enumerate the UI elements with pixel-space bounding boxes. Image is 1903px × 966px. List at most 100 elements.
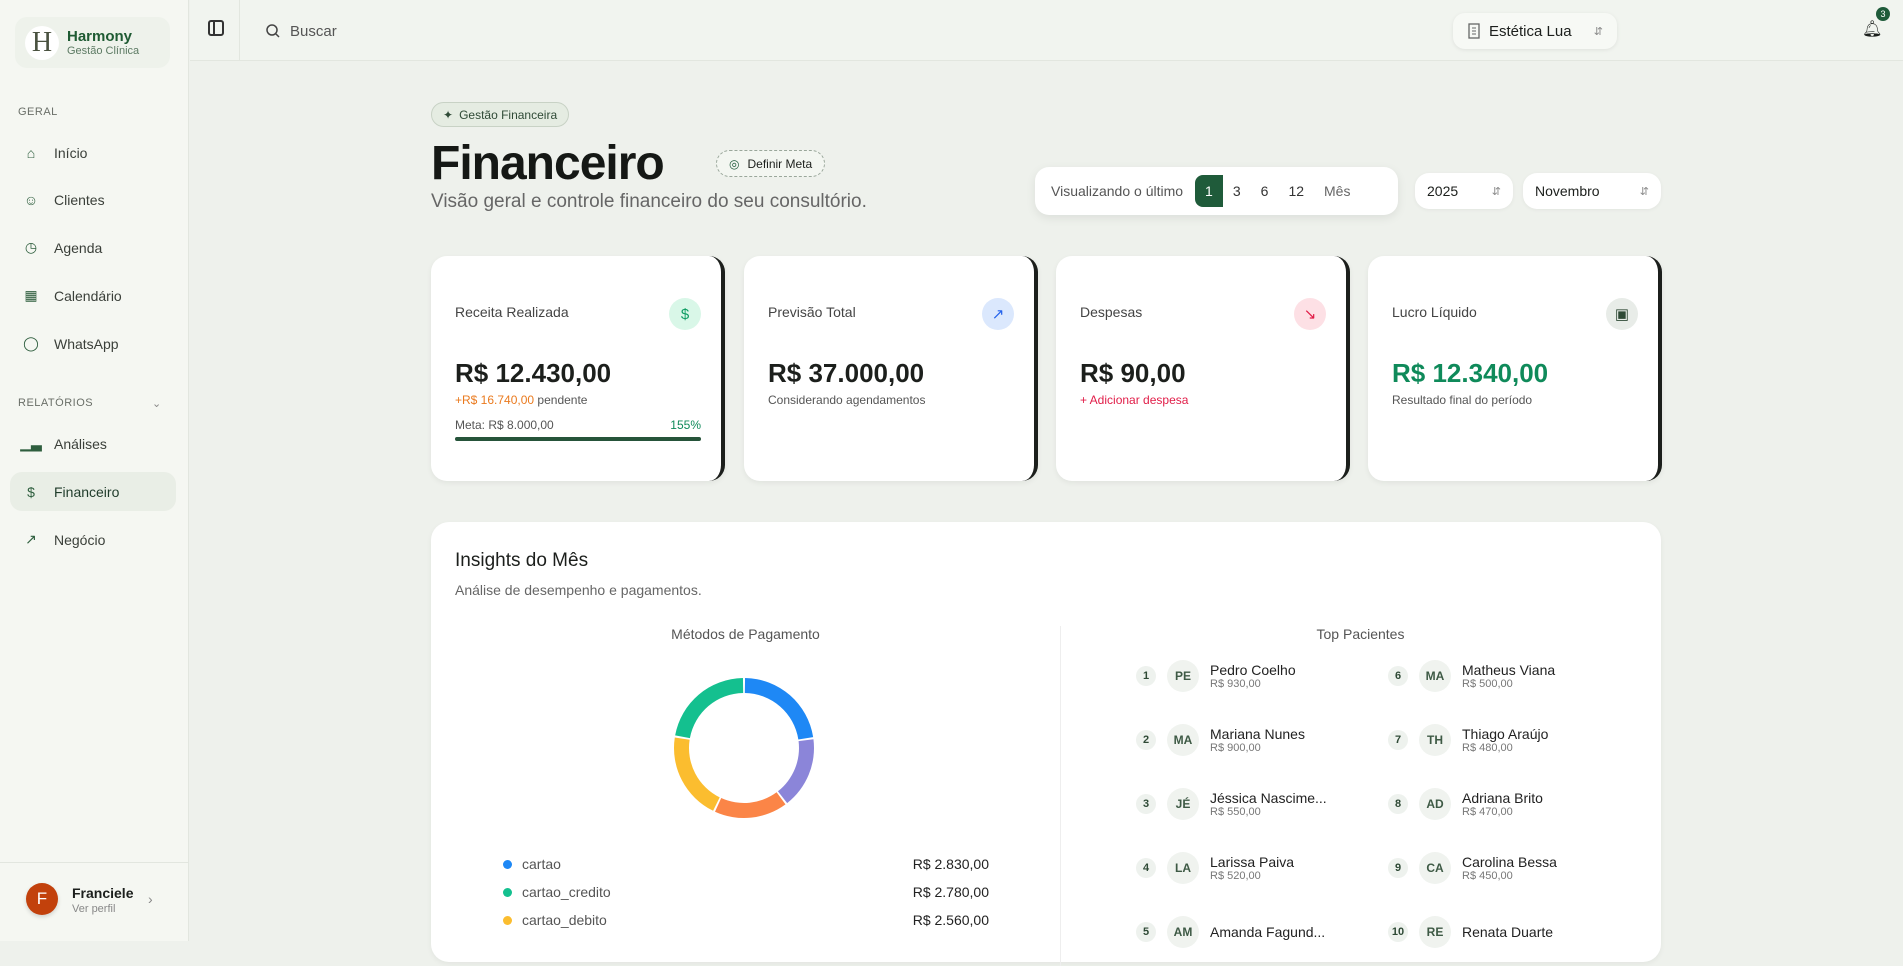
patient-avatar: JÉ	[1167, 788, 1199, 820]
patient-row[interactable]: 5 AM Amanda Fagund...	[1136, 916, 1330, 948]
home-icon: ⌂	[26, 144, 36, 161]
patient-row[interactable]: 9 CA Carolina Bessa R$ 450,00	[1388, 852, 1582, 884]
donut-slice-cartao_debito[interactable]	[674, 737, 720, 811]
range-option-12[interactable]: 12	[1288, 183, 1305, 199]
sidebar-item-label: Análises	[54, 435, 107, 452]
dollar-icon: $	[27, 483, 35, 500]
patient-row[interactable]: 6 MA Matheus Viana R$ 500,00	[1388, 660, 1582, 692]
range-option-3[interactable]: 3	[1232, 183, 1241, 199]
sidebar-item-analises[interactable]: ▁▃ Análises	[10, 424, 176, 463]
patient-avatar: LA	[1167, 852, 1199, 884]
patient-row[interactable]: 3 JÉ Jéssica Nascime... R$ 550,00	[1136, 788, 1330, 820]
patient-name: Jéssica Nascime...	[1210, 790, 1327, 806]
patient-amount: R$ 500,00	[1462, 678, 1513, 690]
card-label: Previsão Total	[768, 304, 856, 320]
patient-row[interactable]: 10 RE Renata Duarte	[1388, 916, 1582, 948]
logo-icon: H	[25, 25, 59, 60]
patient-rank: 3	[1136, 794, 1156, 814]
goal-percent: 155%	[670, 418, 701, 432]
card-forecast: Previsão Total ↗ R$ 37.000,00 Consideran…	[744, 256, 1038, 481]
card-label: Despesas	[1080, 304, 1143, 320]
patient-rank: 6	[1388, 666, 1408, 686]
patient-rank: 2	[1136, 730, 1156, 750]
donut-slice-unlabeled[interactable]	[777, 739, 814, 804]
range-option-1[interactable]: 1	[1195, 175, 1223, 207]
patient-avatar: MA	[1167, 724, 1199, 756]
pending-label: pendente	[537, 393, 588, 407]
view-profile-link[interactable]: Ver perfil	[72, 903, 116, 915]
chevron-right-icon: ›	[148, 891, 153, 907]
patient-amount: R$ 550,00	[1210, 806, 1261, 818]
sidebar-item-calendario[interactable]: ▦ Calendário	[10, 276, 176, 315]
pending-amount: +R$ 16.740,00	[455, 393, 535, 407]
patient-rank: 5	[1136, 922, 1156, 942]
brand-logo[interactable]: H Harmony Gestão Clínica	[15, 17, 170, 68]
sidebar-item-clientes[interactable]: ☺ Clientes	[10, 180, 176, 219]
patient-name: Pedro Coelho	[1210, 662, 1296, 678]
sidebar-item-financeiro[interactable]: $ Financeiro	[10, 472, 176, 511]
patient-name: Thiago Araújo	[1462, 726, 1549, 742]
sidebar-item-negocio[interactable]: ↗ Negócio	[10, 520, 176, 559]
chat-icon: ◯	[23, 335, 39, 351]
patient-amount: R$ 930,00	[1210, 678, 1261, 690]
card-net-profit: Lucro Líquido ▣ R$ 12.340,00 Resultado f…	[1368, 256, 1662, 481]
bell-icon[interactable]: 🔔︎	[1862, 21, 1883, 38]
add-expense-link[interactable]: + Adicionar despesa	[1080, 393, 1189, 407]
legend-item: cartao_debito R$ 2.560,00	[503, 912, 989, 928]
patient-rank: 4	[1136, 858, 1156, 878]
month-select[interactable]: Novembro ⇵	[1523, 173, 1661, 209]
patient-row[interactable]: 7 TH Thiago Araújo R$ 480,00	[1388, 724, 1582, 756]
patient-rank: 10	[1388, 922, 1408, 942]
legend-swatch	[503, 859, 512, 869]
top-header: Buscar Estética Lua ⇵ 🔔︎ 3	[190, 0, 1903, 61]
donut-slice-cartao_credito[interactable]	[675, 678, 744, 739]
sidebar-item-whatsapp[interactable]: ◯ WhatsApp	[10, 324, 176, 363]
set-goal-button[interactable]: ◎ Definir Meta	[716, 150, 826, 177]
section-badge: ✦ Gestão Financeira	[431, 102, 570, 127]
sidebar-item-label: WhatsApp	[54, 335, 119, 352]
sidebar-item-label: Calendário	[54, 287, 122, 304]
search-icon	[266, 24, 280, 38]
user-profile[interactable]: F Franciele Ver perfil ›	[0, 862, 189, 941]
sidebar-item-agenda[interactable]: ◷ Agenda	[10, 228, 176, 267]
donut-slice-cartao[interactable]	[744, 678, 814, 740]
chevron-up-down-icon: ⇵	[1593, 25, 1603, 38]
patient-amount: R$ 450,00	[1462, 870, 1513, 882]
sparkles-icon: ✦	[443, 107, 454, 122]
legend-swatch	[503, 915, 512, 925]
legend-label: cartao_credito	[522, 884, 611, 900]
legend-swatch	[503, 887, 512, 897]
clinic-selector[interactable]: Estética Lua ⇵	[1453, 13, 1617, 49]
brand-name: Harmony	[67, 28, 133, 45]
sidebar-item-inicio[interactable]: ⌂ Início	[10, 133, 176, 172]
donut-slice-unlabeled[interactable]	[714, 792, 786, 818]
card-value: R$ 90,00	[1080, 358, 1186, 388]
search-placeholder: Buscar	[290, 22, 337, 40]
year-value: 2025	[1427, 183, 1459, 199]
insights-description: Análise de desempenho e pagamentos.	[455, 582, 702, 598]
patient-rank: 9	[1388, 858, 1408, 878]
section-reports-label: RELATÓRIOS	[18, 397, 94, 409]
target-icon: ◎	[729, 156, 740, 171]
page-subtitle: Visão geral e controle financeiro do seu…	[431, 191, 867, 212]
legend-value: R$ 2.780,00	[912, 884, 989, 900]
year-select[interactable]: 2025 ⇵	[1415, 173, 1513, 209]
patient-name: Amanda Fagund...	[1210, 924, 1326, 940]
patient-amount: R$ 470,00	[1462, 806, 1513, 818]
goal-progress-bar	[455, 437, 701, 441]
patient-row[interactable]: 4 LA Larissa Paiva R$ 520,00	[1136, 852, 1330, 884]
divider	[1060, 626, 1061, 966]
card-subtext: Considerando agendamentos	[768, 393, 926, 407]
patient-row[interactable]: 1 PE Pedro Coelho R$ 930,00	[1136, 660, 1330, 692]
search-input[interactable]: Buscar	[265, 16, 665, 46]
patient-amount: R$ 900,00	[1210, 742, 1261, 754]
range-option-6[interactable]: 6	[1260, 183, 1269, 199]
clinic-name: Estética Lua	[1489, 22, 1572, 40]
patient-row[interactable]: 2 MA Mariana Nunes R$ 900,00	[1136, 724, 1330, 756]
chevron-down-icon[interactable]: ⌄	[152, 398, 162, 410]
patient-avatar: PE	[1167, 660, 1199, 692]
chevron-up-down-icon: ⇵	[1491, 185, 1501, 198]
patient-row[interactable]: 8 AD Adriana Brito R$ 470,00	[1388, 788, 1582, 820]
sidebar-toggle-icon[interactable]	[208, 20, 224, 36]
patient-avatar: RE	[1419, 916, 1451, 948]
